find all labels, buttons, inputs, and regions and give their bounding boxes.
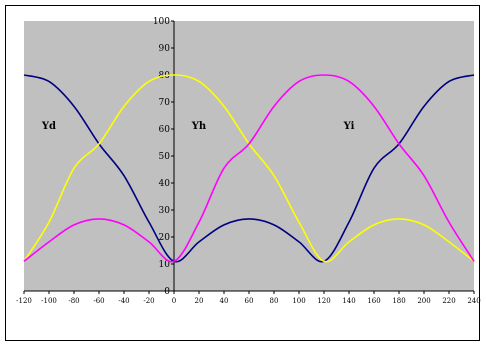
- x-tick-label: -20: [143, 297, 154, 305]
- y-tick-label: 50: [159, 152, 171, 162]
- x-tick-label: 120: [317, 297, 330, 305]
- series-line-yi: [23, 74, 475, 263]
- x-tick-label: 200: [417, 297, 430, 305]
- y-tick-label: 60: [159, 125, 171, 135]
- series-layer: [23, 74, 475, 263]
- y-tick-label: 0: [164, 287, 170, 297]
- series-label-yd: Yd: [41, 121, 56, 132]
- series-labels: Yd Yh Yi: [41, 121, 355, 132]
- series-label-yi: Yi: [343, 121, 355, 132]
- plot-area: [24, 21, 474, 291]
- x-tick-label: 220: [442, 297, 455, 305]
- x-tick-label: 40: [220, 297, 229, 305]
- axes: -120 -100 -80 -60 -40 -20 0 20 40 60 80 100 120 140 16…: [16, 17, 481, 305]
- x-tick-label: 60: [245, 297, 254, 305]
- x-tick-label: -60: [93, 297, 104, 305]
- y-tick-label: 20: [159, 233, 171, 243]
- y-tick-label: 70: [159, 98, 171, 108]
- y-tick-label: 10: [159, 260, 171, 270]
- x-tick-label: 160: [367, 297, 380, 305]
- line-chart: -120 -100 -80 -60 -40 -20 0 20 40 60 80 100 120 140 16…: [16, 17, 481, 305]
- x-tick-label: -80: [68, 297, 79, 305]
- x-tick-label: 20: [195, 297, 204, 305]
- chart-frame: -120 -100 -80 -60 -40 -20 0 20 40 60 80 100 120 140 16…: [5, 5, 481, 341]
- series-label-yh: Yh: [191, 121, 207, 132]
- y-tick-label: 90: [159, 44, 171, 54]
- y-tick-label: 30: [159, 206, 171, 216]
- y-tick-label: 100: [153, 17, 170, 27]
- x-tick-label: -120: [16, 297, 32, 305]
- x-tick-label: 180: [392, 297, 405, 305]
- x-tick-label: -100: [41, 297, 57, 305]
- x-tick-label: 0: [172, 297, 176, 305]
- x-tick-label: 140: [342, 297, 355, 305]
- y-tick-label: 40: [159, 179, 171, 189]
- x-tick-label: -40: [118, 297, 129, 305]
- x-tick-label: 240: [467, 297, 480, 305]
- x-tick-label: 100: [292, 297, 305, 305]
- x-tick-label: 80: [270, 297, 279, 305]
